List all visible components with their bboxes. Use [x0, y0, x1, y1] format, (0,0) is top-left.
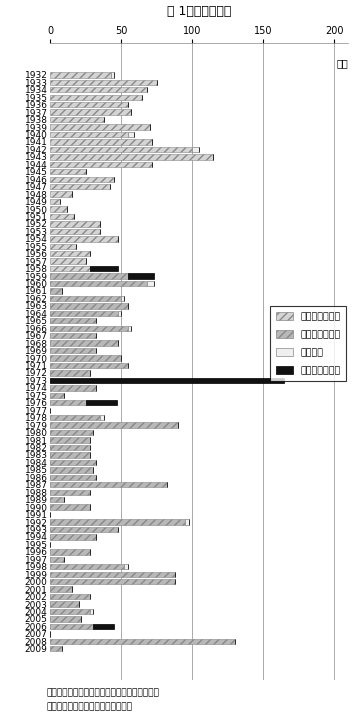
Bar [50, 139, 153, 145]
Bar [100, 415, 104, 420]
Bar [50, 519, 185, 525]
Bar [50, 616, 81, 621]
Bar [50, 557, 65, 562]
Bar [50, 176, 114, 182]
Bar [50, 310, 118, 316]
Bar [50, 467, 93, 472]
Bar [50, 572, 175, 577]
Bar [50, 125, 150, 130]
Bar [50, 370, 90, 376]
Bar [50, 109, 131, 114]
Bar [50, 341, 118, 346]
Bar [50, 348, 95, 354]
Bar [50, 564, 124, 570]
Bar [50, 445, 90, 450]
Bar [50, 80, 157, 85]
Bar [50, 132, 128, 137]
Bar [86, 400, 117, 405]
Bar [118, 310, 121, 316]
Bar [50, 601, 79, 607]
Bar [50, 437, 90, 443]
Bar [50, 318, 95, 323]
Bar [50, 147, 192, 152]
Bar [50, 356, 121, 361]
Bar [50, 251, 90, 256]
Bar [50, 266, 90, 271]
Text: （件: （件 [336, 58, 348, 68]
Bar [50, 236, 118, 241]
Bar [50, 154, 214, 160]
Bar [50, 94, 143, 100]
Bar [50, 490, 90, 495]
Bar [50, 243, 76, 249]
Bar [50, 430, 93, 436]
Bar [50, 258, 86, 264]
Bar [50, 587, 71, 592]
Bar [50, 482, 167, 487]
Bar [50, 609, 90, 614]
Title: 図 1　立法の推移: 図 1 立法の推移 [167, 5, 232, 18]
Bar [50, 624, 93, 629]
Bar [50, 594, 90, 599]
Bar [124, 564, 128, 570]
Bar [50, 192, 71, 197]
Bar [50, 646, 62, 652]
Bar [50, 505, 90, 510]
Bar [192, 147, 199, 152]
Bar [50, 169, 86, 174]
Bar [90, 609, 93, 614]
Bar [121, 296, 124, 301]
Bar [128, 274, 154, 279]
Bar [50, 534, 95, 539]
Bar [50, 639, 235, 644]
Bar [50, 460, 95, 465]
Bar [50, 363, 128, 368]
Bar [50, 87, 147, 92]
Bar [50, 378, 284, 383]
Bar [50, 474, 95, 480]
Bar [50, 497, 65, 503]
Bar [50, 199, 60, 204]
Text: （出所）　官報データベースより、筆者作成。: （出所） 官報データベースより、筆者作成。 [47, 688, 159, 697]
Bar [147, 281, 154, 287]
Bar [50, 400, 86, 405]
Bar [50, 333, 95, 338]
Bar [128, 132, 134, 137]
Bar [50, 527, 118, 532]
Bar [50, 296, 121, 301]
Text: （注）　官報公布日を基準とした。: （注） 官報公布日を基準とした。 [47, 703, 133, 711]
Bar [50, 423, 178, 428]
Bar [50, 281, 147, 287]
Bar [50, 117, 104, 122]
Bar [90, 266, 118, 271]
Bar [50, 221, 100, 227]
Bar [50, 184, 110, 189]
Bar [50, 207, 67, 212]
Bar [50, 549, 90, 554]
Bar [185, 519, 189, 525]
Bar [111, 72, 114, 78]
Bar [93, 624, 114, 629]
Bar [50, 392, 65, 398]
Bar [50, 452, 90, 458]
Bar [50, 102, 128, 107]
Bar [50, 229, 100, 234]
Bar [50, 415, 100, 420]
Bar [50, 161, 153, 167]
Bar [128, 325, 131, 331]
Bar [50, 579, 175, 585]
Bar [50, 385, 95, 390]
Bar [50, 72, 111, 78]
Bar [50, 325, 128, 331]
Legend: 法律／暫定議会, 法律／通常議会, 緊急勅令, クーデタ布告等: 法律／暫定議会, 法律／通常議会, 緊急勅令, クーデタ布告等 [270, 306, 346, 381]
Bar [50, 274, 128, 279]
Bar [50, 303, 128, 309]
Bar [50, 214, 74, 219]
Bar [50, 288, 62, 294]
